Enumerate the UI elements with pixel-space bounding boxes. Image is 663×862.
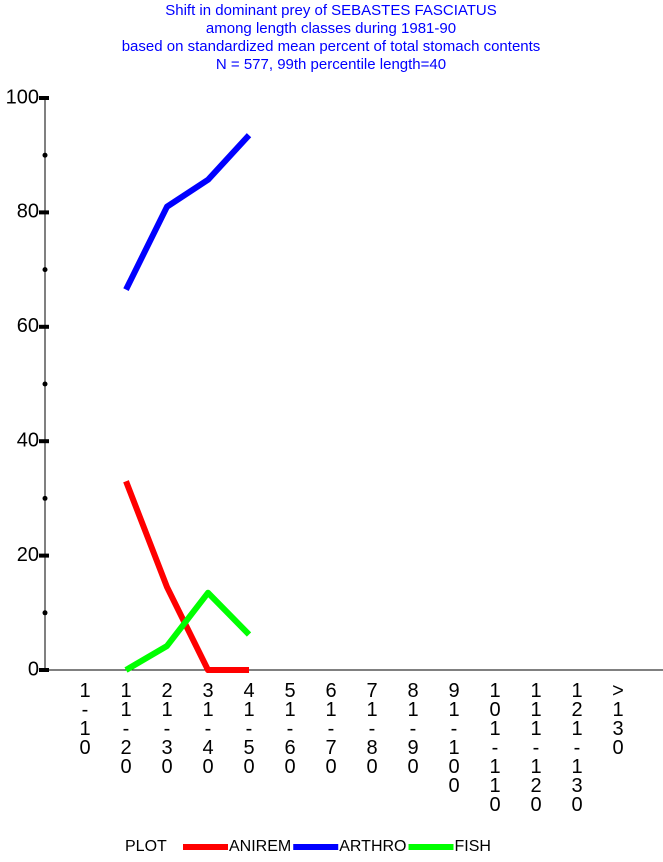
y-tick-label: 0 bbox=[28, 658, 39, 680]
chart-title: based on standardized mean percent of to… bbox=[122, 38, 541, 55]
y-minor-tick bbox=[42, 610, 48, 616]
x-tick-label: 11-20 bbox=[120, 680, 132, 778]
y-tick-label: 80 bbox=[17, 201, 39, 223]
x-tick-label: 41-50 bbox=[243, 680, 255, 778]
x-tick-label: 81-90 bbox=[407, 680, 419, 778]
y-minor-tick bbox=[42, 495, 48, 501]
series-line bbox=[123, 133, 252, 291]
x-tick-label: 111-120 bbox=[530, 680, 542, 816]
legend-label: FISH bbox=[455, 838, 491, 855]
x-tick-label: 31-40 bbox=[202, 680, 214, 778]
legend-label: ARTHRO bbox=[339, 838, 406, 855]
x-tick-label: 121-130 bbox=[571, 680, 583, 816]
chart-title: Shift in dominant prey of SEBASTES FASCI… bbox=[165, 2, 497, 19]
x-tick-label: >130 bbox=[612, 680, 624, 759]
y-minor-tick bbox=[42, 381, 48, 387]
y-tick-label: 20 bbox=[17, 544, 39, 566]
legend-label: ANIREM bbox=[229, 838, 291, 855]
y-tick-label: 100 bbox=[6, 86, 39, 108]
y-minor-tick bbox=[42, 267, 48, 273]
x-tick-label: 91-100 bbox=[448, 680, 460, 797]
x-tick-label: 71-80 bbox=[366, 680, 378, 778]
chart-title: among length classes during 1981-90 bbox=[206, 20, 456, 37]
series-line bbox=[123, 480, 249, 673]
y-tick-label: 40 bbox=[17, 429, 39, 451]
y-tick-label: 60 bbox=[17, 315, 39, 337]
x-tick-label: 61-70 bbox=[325, 680, 337, 778]
x-tick-label: 21-30 bbox=[161, 680, 173, 778]
x-tick-label: 51-60 bbox=[284, 680, 296, 778]
series-line bbox=[124, 589, 252, 673]
y-minor-tick bbox=[42, 152, 48, 158]
x-tick-label: 101-110 bbox=[489, 680, 501, 816]
x-tick-label: 1-10 bbox=[79, 680, 91, 759]
chart-title: N = 577, 99th percentile length=40 bbox=[216, 56, 446, 73]
legend-title: PLOT bbox=[125, 838, 167, 855]
